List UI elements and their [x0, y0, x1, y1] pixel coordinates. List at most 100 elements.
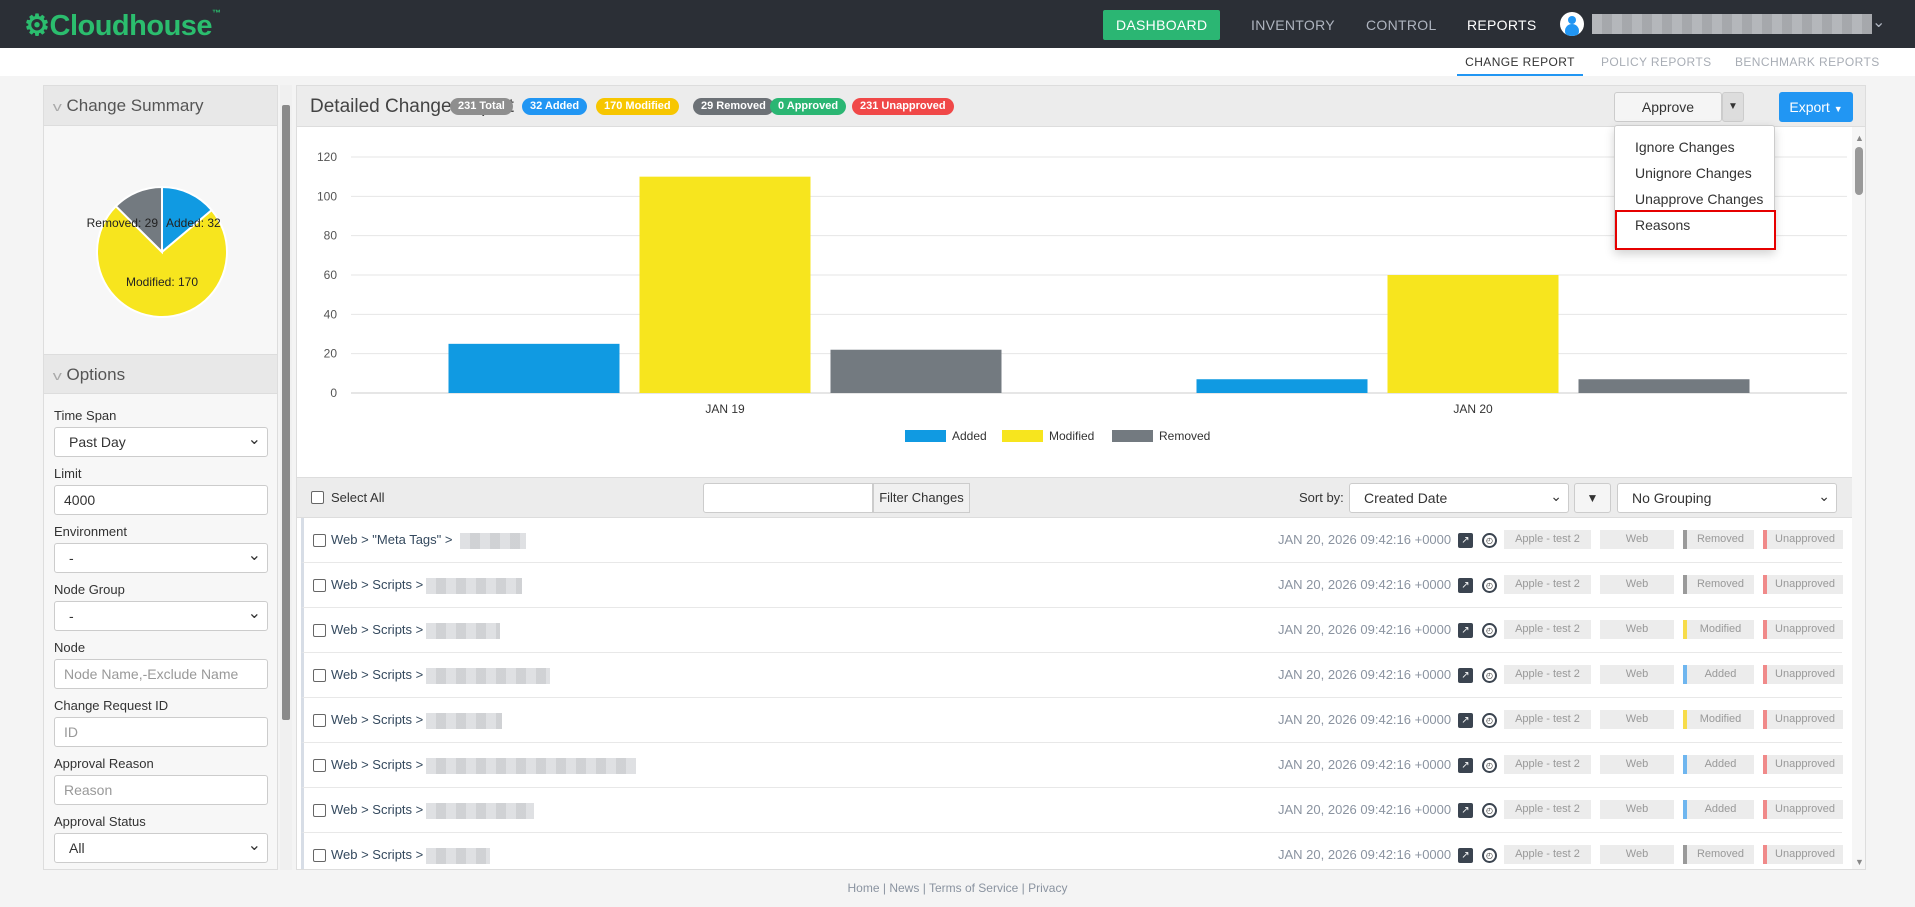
change-path[interactable]: Web > Scripts > [331, 847, 424, 862]
input-field[interactable]: ID [54, 717, 268, 747]
tab-policy-reports[interactable]: POLICY REPORTS [1601, 55, 1712, 69]
redacted-item-name [426, 758, 636, 774]
tab-change-report[interactable]: CHANGE REPORT [1457, 55, 1583, 76]
legend-swatch [905, 430, 946, 442]
clock-icon[interactable]: ◴ [1482, 668, 1497, 683]
open-external-icon[interactable]: ↗ [1458, 758, 1473, 773]
change-date: JAN 20, 2026 09:42:16 +0000 [1278, 757, 1452, 772]
footer-link-terms[interactable]: Terms of Service [928, 881, 1019, 895]
change-row[interactable]: Web > "Meta Tags" > JAN 20, 2026 09:42:1… [301, 518, 1843, 563]
clock-icon[interactable]: ◴ [1482, 803, 1497, 818]
clock-icon[interactable]: ◴ [1482, 713, 1497, 728]
clock-icon[interactable]: ◴ [1482, 848, 1497, 863]
change-path[interactable]: Web > Scripts > [331, 622, 424, 637]
change-path[interactable]: Web > "Meta Tags" > [331, 532, 453, 547]
open-external-icon[interactable]: ↗ [1458, 713, 1473, 728]
approve-changes-button[interactable]: Approve Changes [1614, 92, 1722, 143]
sort-select[interactable]: Created Date ⌄ [1349, 483, 1569, 513]
bar-modified[interactable] [639, 176, 811, 393]
footer-link-home[interactable]: Home [847, 881, 880, 895]
export-button[interactable]: Export ▼ [1779, 92, 1853, 122]
change-row[interactable]: Web > Scripts > JAN 20, 2026 09:42:16 +0… [301, 698, 1843, 743]
menu-ignore-changes[interactable]: Ignore Changes [1635, 139, 1735, 155]
left-scrollbar[interactable] [280, 85, 292, 870]
row-checkbox[interactable] [313, 579, 326, 592]
node-tag: Apple - test 2 [1504, 575, 1591, 594]
redacted-item-name [426, 623, 500, 639]
approval-status-tag: Unapproved [1763, 800, 1843, 819]
sort-direction-button[interactable]: ▼ [1574, 483, 1611, 513]
nav-reports[interactable]: REPORTS [1467, 17, 1537, 33]
open-external-icon[interactable]: ↗ [1458, 623, 1473, 638]
pie-slice[interactable] [96, 204, 228, 318]
menu-unapprove-changes[interactable]: Unapprove Changes [1635, 191, 1764, 207]
legend-label[interactable]: Modified [1049, 429, 1094, 443]
open-external-icon[interactable]: ↗ [1458, 848, 1473, 863]
change-path[interactable]: Web > Scripts > [331, 712, 424, 727]
nav-control[interactable]: CONTROL [1366, 17, 1437, 33]
scroll-up-icon[interactable]: ▲ [1855, 133, 1864, 143]
bar-added[interactable] [1196, 379, 1368, 393]
change-row[interactable]: Web > Scripts > JAN 20, 2026 09:42:16 +0… [301, 563, 1843, 608]
select-field[interactable]: Past Day [54, 427, 268, 457]
input-field[interactable]: Node Name,-Exclude Name [54, 659, 268, 689]
footer-link-news[interactable]: News [889, 881, 920, 895]
scroll-thumb[interactable] [1855, 147, 1863, 195]
clock-icon[interactable]: ◴ [1482, 533, 1497, 548]
change-row[interactable]: Web > Scripts > JAN 20, 2026 09:42:16 +0… [301, 788, 1843, 833]
select-field[interactable]: - [54, 601, 268, 631]
legend-label[interactable]: Added [952, 429, 987, 443]
tab-benchmark-reports[interactable]: BENCHMARK REPORTS [1735, 55, 1880, 69]
approve-dropdown-toggle[interactable]: ▼ [1722, 92, 1744, 122]
legend-label[interactable]: Removed [1159, 429, 1210, 443]
change-path[interactable]: Web > Scripts > [331, 667, 424, 682]
select-field[interactable]: - [54, 543, 268, 573]
pie-slice[interactable] [161, 185, 214, 255]
bar-modified[interactable] [1387, 275, 1559, 393]
select-field[interactable]: All [54, 833, 268, 863]
bar-added[interactable] [448, 343, 620, 393]
filter-input[interactable] [703, 483, 873, 513]
row-checkbox[interactable] [313, 849, 326, 862]
bar-removed[interactable] [830, 349, 1002, 393]
select-all-checkbox[interactable] [311, 491, 324, 504]
change-row[interactable]: Web > Scripts > JAN 20, 2026 09:42:16 +0… [301, 833, 1843, 869]
change-path[interactable]: Web > Scripts > [331, 577, 424, 592]
chevron-down-icon[interactable]: ⌄ [1872, 14, 1886, 31]
change-row[interactable]: Web > Scripts > JAN 20, 2026 09:42:16 +0… [301, 653, 1843, 698]
footer-link-privacy[interactable]: Privacy [1028, 881, 1068, 895]
row-checkbox[interactable] [313, 759, 326, 772]
input-field[interactable]: Reason [54, 775, 268, 805]
row-checkbox[interactable] [313, 669, 326, 682]
open-external-icon[interactable]: ↗ [1458, 578, 1473, 593]
change-row[interactable]: Web > Scripts > JAN 20, 2026 09:42:16 +0… [301, 743, 1843, 788]
change-path[interactable]: Web > Scripts > [331, 757, 424, 772]
clock-icon[interactable]: ◴ [1482, 578, 1497, 593]
scroll-down-icon[interactable]: ▼ [1855, 857, 1864, 867]
nav-dashboard[interactable]: DASHBOARD [1103, 10, 1221, 40]
row-checkbox[interactable] [313, 534, 326, 547]
nav-inventory[interactable]: INVENTORY [1251, 17, 1335, 33]
change-row[interactable]: Web > Scripts > JAN 20, 2026 09:42:16 +0… [301, 608, 1843, 653]
menu-reasons[interactable]: Reasons [1635, 217, 1691, 233]
row-checkbox[interactable] [313, 804, 326, 817]
bar-removed[interactable] [1578, 379, 1750, 393]
open-external-icon[interactable]: ↗ [1458, 668, 1473, 683]
row-checkbox[interactable] [313, 714, 326, 727]
logo[interactable]: ⚙Cloudhouse™ [24, 8, 221, 42]
user-avatar[interactable] [1560, 12, 1584, 36]
main-scrollbar[interactable]: ▲ ▼ [1852, 127, 1865, 869]
change-path[interactable]: Web > Scripts > [331, 802, 424, 817]
input-field[interactable]: 4000 [54, 485, 268, 515]
menu-unignore-changes[interactable]: Unignore Changes [1635, 165, 1752, 181]
grouping-select[interactable]: No Grouping ⌄ [1617, 483, 1837, 513]
clock-icon[interactable]: ◴ [1482, 758, 1497, 773]
options-header[interactable]: v Options [44, 354, 277, 394]
row-checkbox[interactable] [313, 624, 326, 637]
open-external-icon[interactable]: ↗ [1458, 803, 1473, 818]
change-summary-header[interactable]: v Change Summary [44, 86, 277, 126]
filter-changes-button[interactable]: Filter Changes [873, 483, 970, 513]
clock-icon[interactable]: ◴ [1482, 623, 1497, 638]
open-external-icon[interactable]: ↗ [1458, 533, 1473, 548]
pie-slice[interactable] [114, 185, 163, 255]
